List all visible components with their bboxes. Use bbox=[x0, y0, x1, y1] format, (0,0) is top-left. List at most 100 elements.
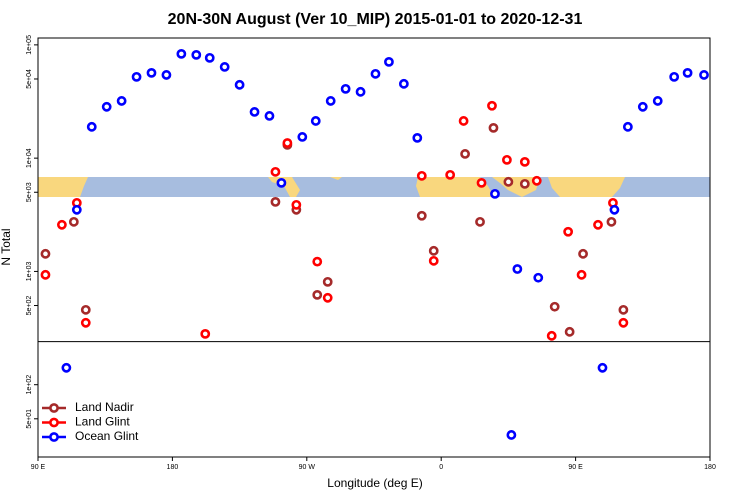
point bbox=[618, 317, 629, 328]
plot-frame bbox=[37, 37, 711, 458]
point bbox=[249, 107, 260, 117]
legend-marker bbox=[49, 432, 59, 442]
point bbox=[322, 276, 333, 287]
x-tick-label: 180 bbox=[704, 464, 716, 471]
point bbox=[56, 219, 67, 230]
land bbox=[330, 177, 342, 180]
point bbox=[533, 272, 544, 283]
y-tick-label: 5e+02 bbox=[26, 296, 33, 316]
land bbox=[38, 177, 88, 197]
point bbox=[416, 210, 427, 221]
point bbox=[512, 264, 523, 274]
point bbox=[384, 56, 394, 67]
point bbox=[490, 188, 500, 199]
chart-title: 20N-30N August (Ver 10_MIP) 2015-01-01 t… bbox=[168, 11, 583, 28]
point bbox=[86, 121, 97, 132]
x-tick-label: 0 bbox=[439, 464, 443, 471]
point bbox=[204, 52, 215, 63]
ocean bbox=[38, 177, 710, 197]
point bbox=[340, 83, 351, 94]
x-axis-label: Longitude (deg E) bbox=[327, 476, 422, 490]
legend-label: Land Nadir bbox=[75, 400, 134, 414]
point bbox=[519, 178, 530, 189]
point bbox=[270, 196, 281, 207]
point bbox=[61, 362, 72, 373]
point bbox=[488, 122, 499, 133]
x-tick-label: 90 E bbox=[31, 464, 46, 471]
point bbox=[291, 199, 302, 210]
land bbox=[416, 177, 494, 197]
point bbox=[355, 86, 366, 97]
point bbox=[282, 138, 293, 148]
point bbox=[270, 166, 281, 177]
point bbox=[370, 68, 381, 79]
point bbox=[618, 304, 629, 315]
point bbox=[669, 71, 680, 82]
point bbox=[325, 96, 336, 106]
x-tick-label: 180 bbox=[167, 464, 179, 471]
point bbox=[503, 176, 514, 187]
y-tick-label: 1e+05 bbox=[26, 35, 33, 55]
point bbox=[322, 292, 333, 303]
point bbox=[549, 301, 560, 312]
point bbox=[200, 328, 211, 339]
point bbox=[563, 226, 574, 237]
point bbox=[312, 289, 323, 300]
point bbox=[40, 269, 51, 280]
point bbox=[101, 101, 112, 112]
point bbox=[146, 67, 157, 78]
x-tick-label: 90 E bbox=[568, 464, 583, 471]
legend-marker bbox=[49, 417, 59, 428]
y-tick-label: 5e+01 bbox=[26, 409, 33, 429]
point bbox=[622, 121, 633, 132]
legend-marker bbox=[49, 403, 59, 413]
point bbox=[80, 304, 91, 315]
point bbox=[428, 255, 439, 266]
point bbox=[546, 330, 557, 341]
land bbox=[548, 177, 625, 197]
point bbox=[519, 156, 530, 167]
point bbox=[445, 169, 456, 180]
point bbox=[506, 430, 517, 440]
point bbox=[597, 362, 608, 373]
point bbox=[276, 177, 287, 188]
land bbox=[268, 177, 300, 197]
point bbox=[71, 204, 82, 215]
legend-label: Land Glint bbox=[75, 415, 130, 429]
point bbox=[476, 177, 487, 188]
point bbox=[458, 116, 469, 126]
point bbox=[312, 256, 323, 267]
point bbox=[416, 170, 427, 181]
point bbox=[161, 70, 172, 80]
point bbox=[652, 96, 663, 106]
y-axis-label: N Total bbox=[0, 228, 13, 265]
y-tick-label: 1e+02 bbox=[26, 375, 33, 395]
point bbox=[564, 326, 575, 337]
y-tick-label: 5e+04 bbox=[26, 69, 33, 89]
legend-label: Ocean Glint bbox=[75, 429, 139, 443]
point bbox=[502, 154, 512, 165]
map-strip bbox=[38, 177, 710, 197]
point bbox=[682, 67, 693, 78]
point bbox=[68, 216, 79, 227]
y-tick-label: 1e+04 bbox=[26, 148, 33, 168]
point bbox=[412, 132, 423, 143]
point bbox=[234, 79, 245, 90]
point bbox=[310, 116, 321, 126]
point bbox=[264, 111, 275, 121]
point bbox=[593, 219, 603, 230]
point bbox=[191, 49, 202, 60]
point bbox=[176, 48, 187, 59]
point bbox=[80, 317, 91, 328]
point bbox=[297, 132, 308, 142]
point bbox=[576, 269, 587, 280]
point bbox=[219, 62, 230, 72]
point bbox=[609, 204, 620, 215]
point bbox=[131, 71, 142, 82]
point bbox=[460, 149, 470, 159]
point bbox=[40, 248, 51, 259]
y-tick-label: 1e+03 bbox=[26, 261, 33, 281]
point bbox=[398, 78, 409, 89]
point bbox=[578, 248, 588, 259]
